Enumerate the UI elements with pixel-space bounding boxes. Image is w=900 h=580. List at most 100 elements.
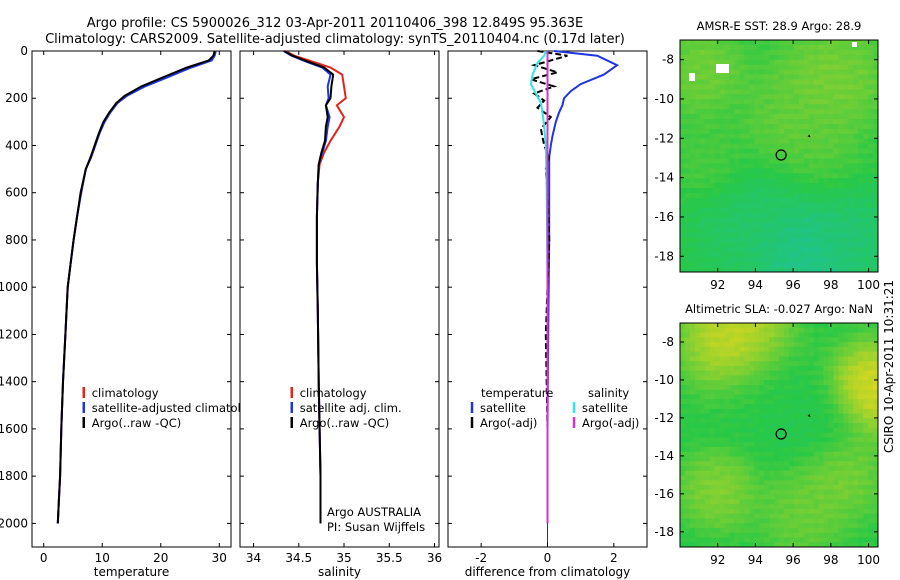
map-cell <box>843 361 849 367</box>
map-cell <box>759 247 765 253</box>
map-cell <box>759 178 765 184</box>
map-cell <box>759 207 765 214</box>
map-cell <box>689 183 696 189</box>
map-cell <box>684 188 691 194</box>
map-cell <box>779 197 785 204</box>
map-cell <box>729 370 735 376</box>
map-cell <box>838 242 844 248</box>
map-cell <box>779 323 785 329</box>
map-cell <box>843 513 849 519</box>
map-cell <box>749 513 755 519</box>
map-cell <box>858 323 864 329</box>
map-cell <box>714 212 720 219</box>
map-cell <box>853 399 859 405</box>
map-cell <box>689 79 696 85</box>
map-cell <box>798 537 805 543</box>
map-cell <box>699 217 706 224</box>
map-cell <box>744 399 750 405</box>
map-cell <box>734 64 740 71</box>
map-cell <box>764 222 770 228</box>
map-cell <box>873 508 879 515</box>
map-cell <box>719 148 725 154</box>
map-cell <box>684 89 691 95</box>
map-cell <box>783 375 790 381</box>
map-cell <box>684 356 691 362</box>
map-cell <box>739 222 745 228</box>
map-cell <box>774 423 780 429</box>
map-cell <box>838 423 844 429</box>
map-cell <box>838 356 844 362</box>
map-cell <box>788 461 795 467</box>
map-cell <box>838 267 844 273</box>
map-cell <box>873 123 879 130</box>
map-cell <box>828 84 834 90</box>
map-cell <box>863 202 869 209</box>
map-cell <box>823 94 829 100</box>
map-cell <box>754 375 760 381</box>
map-cell <box>704 148 711 154</box>
map-cell <box>803 79 810 85</box>
map-cell <box>853 351 859 357</box>
map-cell <box>863 89 869 95</box>
map-cell <box>798 118 805 125</box>
map-cell <box>818 404 824 410</box>
map-cell <box>873 404 879 410</box>
map-cell <box>734 158 740 164</box>
map-cell <box>823 138 829 145</box>
map-cell <box>734 437 740 443</box>
map-cell <box>779 342 785 348</box>
map-cell <box>734 346 740 352</box>
map-cell <box>729 183 735 189</box>
map-cell <box>749 470 755 476</box>
map-cell <box>858 188 864 194</box>
map-cell <box>689 237 696 243</box>
map-cell <box>714 188 720 194</box>
map-cell <box>818 413 824 419</box>
map-cell <box>843 489 849 495</box>
map-cell <box>793 361 800 367</box>
map-cell <box>734 508 740 515</box>
map-cell <box>798 232 805 238</box>
map-cell <box>714 465 720 472</box>
map-cell <box>684 207 691 214</box>
map-cell <box>754 470 760 476</box>
map-cell <box>833 480 839 486</box>
map-cell <box>749 427 755 434</box>
map-cell <box>729 94 735 100</box>
map-cell <box>853 158 859 164</box>
map-cell <box>793 183 800 189</box>
map-cell <box>709 475 716 481</box>
map-cell <box>793 40 800 46</box>
map-cell <box>719 508 725 515</box>
map-cell <box>689 138 696 145</box>
map-cell <box>813 138 819 145</box>
map-cell <box>754 432 760 438</box>
map-cell <box>848 118 854 125</box>
map-cell <box>779 518 785 524</box>
map-cell <box>803 232 810 238</box>
map-cell <box>833 485 839 491</box>
map-cell <box>709 404 716 410</box>
map-cell <box>744 380 750 386</box>
map-cell <box>808 44 815 51</box>
map-cell <box>769 183 775 189</box>
map-cell <box>734 153 740 159</box>
map-cell <box>769 74 775 80</box>
map-cell <box>808 193 815 199</box>
map-cell <box>689 442 696 448</box>
map-cell <box>868 207 874 214</box>
map-cell <box>769 118 775 125</box>
map-cell <box>744 356 750 362</box>
map-cell <box>838 413 844 419</box>
map-cell <box>868 456 874 462</box>
map-cell <box>833 202 839 209</box>
map-cell <box>694 489 701 495</box>
map-cell <box>694 257 701 263</box>
map-cell <box>863 168 869 174</box>
map-cell <box>788 375 795 381</box>
map-cell <box>838 408 844 414</box>
map-cell <box>843 79 849 85</box>
map-cell <box>704 49 711 56</box>
map-cell <box>833 508 839 515</box>
